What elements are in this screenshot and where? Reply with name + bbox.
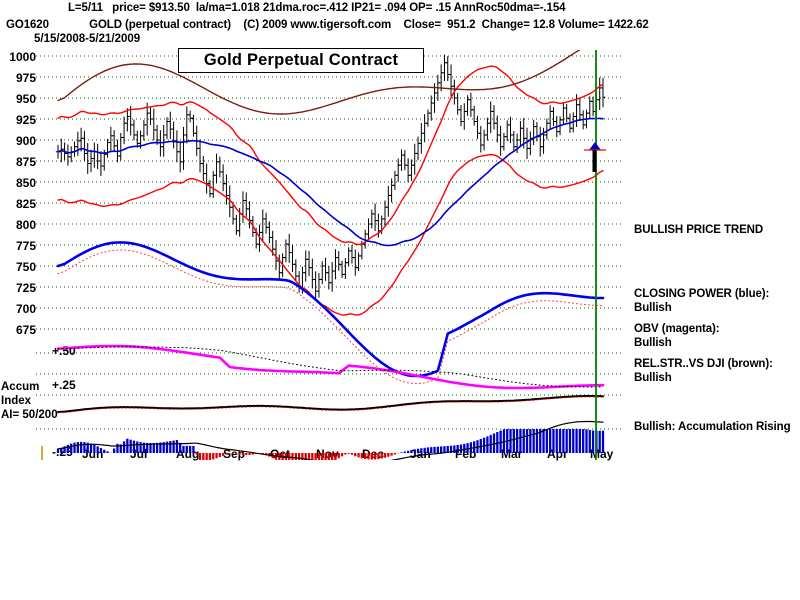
y-axis-label: 875 — [15, 155, 36, 169]
y-axis-label: 975 — [15, 71, 36, 85]
closing-power-value: Bullish — [634, 302, 672, 314]
closing-power-label: CLOSING POWER (blue): — [634, 288, 770, 300]
chart-plot-area[interactable] — [36, 50, 621, 460]
header-stats-line: L=5/11 price= $913.50 la/ma=1.018 21dma.… — [68, 2, 566, 14]
y-axis-label: 675 — [15, 323, 36, 337]
y-axis-label: 750 — [15, 260, 36, 274]
date-range-label: 5/15/2008-5/21/2009 — [34, 33, 141, 45]
chart-svg — [36, 50, 621, 460]
y-axis-label: 850 — [15, 176, 36, 190]
header-symbol-line: GO1620 GOLD (perpetual contract) (C) 200… — [6, 19, 649, 31]
accum-index-label-line2: Index — [1, 395, 32, 407]
accum-index-label-line1: Accum — [1, 381, 40, 393]
relstr-label: REL.STR..VS DJI (brown): — [634, 358, 773, 370]
obv-value: Bullish — [634, 337, 672, 349]
accumulation-status: Bullish: Accumulation Rising — [634, 421, 791, 433]
y-axis-label: 900 — [15, 134, 36, 148]
accum-index-label-line3: AI= 50/200 — [1, 409, 58, 421]
y-axis-label: 950 — [15, 92, 36, 106]
y-axis-label: 775 — [15, 239, 36, 253]
accum-tick-plus25: +.25 — [52, 378, 76, 392]
y-axis-label: 825 — [15, 197, 36, 211]
y-axis-label: 725 — [15, 281, 36, 295]
y-axis-label: 925 — [15, 113, 36, 127]
price-trend-status: BULLISH PRICE TREND — [634, 224, 764, 236]
y-axis-label: 800 — [15, 218, 36, 232]
y-axis-label: 700 — [15, 302, 36, 316]
y-axis-label: 1000 — [9, 50, 36, 64]
page-title: Gold Perpetual Contract — [203, 51, 399, 69]
chart-title-box: Gold Perpetual Contract — [178, 48, 424, 73]
obv-label: OBV (magenta): — [634, 323, 720, 335]
relstr-value: Bullish — [634, 372, 672, 384]
